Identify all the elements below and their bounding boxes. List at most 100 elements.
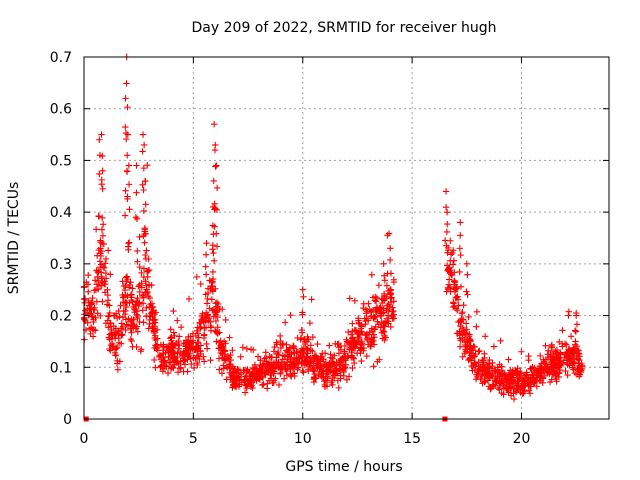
data-point [143,304,150,312]
data-point [133,297,140,305]
data-point [235,374,242,382]
data-point [123,80,130,87]
data-point [442,188,450,195]
data-point [122,135,130,143]
data-point [213,162,220,169]
data-point [91,277,99,284]
data-point [466,355,473,363]
data-point [136,318,143,326]
data-point [216,366,223,373]
data-point [459,353,466,361]
data-point [351,297,359,305]
data-point [387,289,394,297]
data-point [170,307,177,315]
data-point [293,354,300,362]
data-point [357,339,365,346]
data-point [118,320,125,327]
data-point [311,375,319,382]
data-point [299,311,306,318]
data-point [519,390,526,398]
data-point [244,380,252,387]
data-point [215,300,222,308]
data-point [197,342,204,349]
data-point [378,329,386,337]
data-point [459,336,466,344]
data-point [450,257,458,264]
data-point [254,368,261,376]
data-point [457,251,464,259]
y-tick-label: 0.4 [50,205,72,221]
data-point [138,269,145,277]
data-point [149,313,156,320]
data-point [193,273,201,281]
data-point [270,379,277,386]
data-point [99,214,106,221]
data-point [505,356,512,363]
data-point [523,371,530,379]
data-point [444,220,451,228]
data-point [324,375,331,382]
data-point [348,349,355,356]
data-point [148,304,156,311]
data-point [171,332,178,339]
data-point [174,317,181,324]
data-point [230,370,237,377]
data-point [107,341,115,349]
data-point [326,342,333,349]
data-point [219,350,226,358]
data-point [188,360,195,368]
data-point [542,342,549,349]
data-point [525,356,532,364]
data-point [170,364,177,372]
data-point [214,323,221,331]
data-point [342,364,349,372]
data-point [127,279,134,286]
data-point [115,339,123,347]
data-point [136,233,143,241]
data-point [126,239,133,246]
data-point [575,356,582,363]
data-point [210,306,218,313]
y-tick-label: 0.1 [50,360,72,376]
data-point [120,293,127,301]
data-point [202,263,209,270]
data-point [140,319,147,326]
data-point [212,328,220,335]
data-point [390,278,398,286]
data-point [367,343,374,350]
data-point [323,370,331,378]
data-point [124,195,131,203]
data-point [134,247,141,255]
data-point [212,163,219,170]
data-point [351,339,358,346]
data-point [387,299,395,306]
data-point [195,352,202,359]
data-point [376,305,383,312]
data-point [123,321,130,328]
data-point [200,332,208,339]
data-point [93,298,101,305]
data-point [116,313,123,320]
data-point [97,252,105,260]
x-axis-label: GPS time / hours [285,459,402,475]
data-point [299,286,306,293]
data-point [254,373,262,380]
data-point [120,308,127,315]
data-point [206,277,213,284]
data-point [442,237,449,244]
data-point [386,256,394,264]
data-point [99,167,106,174]
data-point [210,313,217,320]
data-point [218,340,226,348]
data-point [180,368,187,375]
data-point [507,373,514,380]
data-point [473,308,481,316]
data-point [485,363,493,370]
data-point [463,288,470,295]
data-point [520,390,527,397]
data-point [125,240,132,247]
data-point [185,295,193,303]
data-point [355,315,362,322]
data-point [213,206,221,213]
data-point [99,221,107,228]
